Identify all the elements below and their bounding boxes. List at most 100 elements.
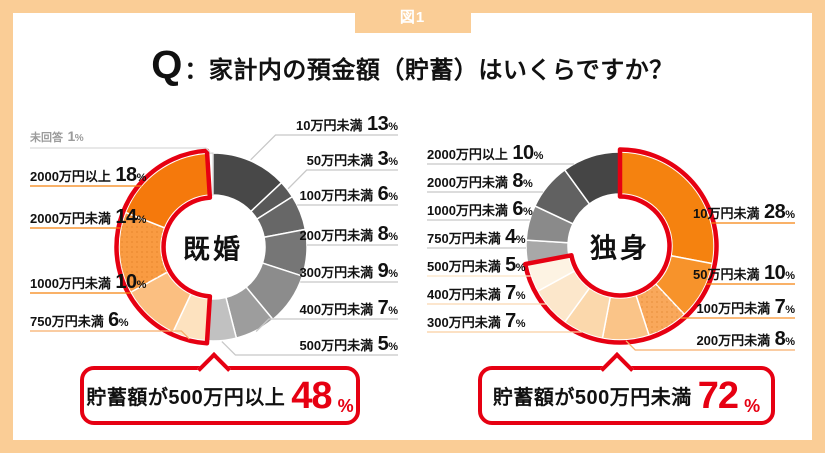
figure-tag: 図1 — [354, 0, 471, 33]
segment-percent-sign: % — [388, 121, 398, 133]
segment-percent-sign: % — [136, 279, 147, 291]
segment-label: 200万円未満 8% — [696, 329, 795, 349]
segment-label: 1000万円未満 10% — [30, 272, 146, 292]
segment-value: 3 — [377, 148, 389, 170]
segment-name: 2000万円以上 — [30, 169, 111, 184]
segment-label: 750万円未満 4% — [427, 227, 526, 247]
segment-name: 2000万円未満 — [427, 175, 508, 190]
segment-value: 14 — [115, 206, 137, 228]
segment-value: 6 — [377, 183, 389, 205]
segment-name: 2000万円以上 — [427, 147, 508, 162]
segment-value: 7 — [505, 282, 516, 304]
segment-percent-sign: % — [74, 133, 84, 144]
segment-percent-sign: % — [388, 191, 398, 203]
segment-value: 18 — [115, 164, 137, 186]
segment-value: 13 — [366, 113, 389, 135]
callout-unit: % — [744, 396, 761, 416]
segment-label: 750万円未満 6% — [30, 310, 129, 330]
segment-percent-sign: % — [515, 290, 526, 302]
highlight-outline — [114, 148, 213, 346]
segment-value: 4 — [505, 226, 516, 248]
segment-value: 10 — [763, 262, 786, 284]
segment-percent-sign: % — [785, 336, 795, 348]
segment-percent-sign: % — [785, 304, 795, 316]
segment-label: 10万円未満 13% — [296, 114, 398, 134]
segment-value: 8 — [512, 170, 523, 192]
label-leader-line — [287, 169, 398, 190]
segment-label: 300万円未満 9% — [299, 261, 398, 281]
segment-label: 400万円未満 7% — [427, 283, 526, 303]
segment-name: 50万円未満 — [306, 153, 374, 168]
label-leader-line — [30, 147, 211, 153]
segment-value: 5 — [377, 333, 389, 355]
summary-callout-single: 貯蓄額が500万円未満 72 % — [478, 352, 775, 425]
segment-percent-sign: % — [136, 172, 147, 184]
segment-label: 300万円未満 7% — [427, 311, 526, 331]
donut-center-label-single: 独身 — [590, 233, 650, 264]
segment-percent-sign: % — [388, 341, 398, 353]
page-title: Q ：家計内の預金額（貯蓄）はいくらですか？ — [0, 43, 825, 88]
segment-value: 8 — [774, 328, 786, 350]
segment-name: 200万円未満 — [696, 333, 771, 348]
callout-number: 72 — [697, 374, 739, 417]
segment-name: 1000万円未満 — [30, 276, 111, 291]
segment-value: 6 — [108, 309, 119, 331]
segment-name: 10万円未満 — [693, 206, 760, 221]
segment-label: 200万円未満 8% — [299, 224, 398, 244]
page-title-text: ：家計内の預金額（貯蓄）はいくらですか？ — [184, 56, 674, 84]
label-leader-line — [221, 341, 398, 356]
segment-name: 200万円未満 — [299, 228, 374, 243]
segment-label: 2000万円以上 18% — [30, 165, 146, 185]
segment-percent-sign: % — [515, 262, 526, 274]
segment-label: 500万円未満 5% — [427, 255, 526, 275]
segment-name: 750万円未満 — [427, 231, 501, 246]
segment-value: 8 — [377, 223, 389, 245]
segment-label: 100万円未満 6% — [299, 184, 398, 204]
segment-value: 7 — [774, 296, 786, 318]
segment-label: 1000万円未満 6% — [427, 199, 533, 219]
callout-text: 貯蓄額が500万円未満 — [492, 387, 692, 409]
summary-callout-married: 貯蓄額が500万円以上 48 % — [80, 352, 360, 425]
segment-name: 300万円未満 — [299, 265, 374, 280]
callout-text: 貯蓄額が500万円以上 — [86, 387, 286, 409]
segment-name: 400万円未満 — [427, 287, 501, 302]
segment-percent-sign: % — [388, 231, 398, 243]
segment-name: 500万円未満 — [427, 259, 501, 274]
segment-name: 300万円未満 — [427, 315, 501, 330]
segment-name: 未回答 — [30, 132, 63, 144]
callout-number: 48 — [291, 374, 332, 417]
segment-percent-sign: % — [388, 156, 398, 168]
label-leader-line — [250, 134, 398, 161]
segment-name: 100万円未満 — [299, 188, 374, 203]
segment-percent-sign: % — [515, 234, 526, 246]
segment-percent-sign: % — [533, 150, 544, 162]
callout-unit: % — [337, 396, 354, 416]
donut-segment-texture — [119, 212, 168, 293]
segment-label: 50万円未満 10% — [693, 263, 795, 283]
segment-percent-sign: % — [388, 268, 398, 280]
label-leader-line — [625, 340, 795, 351]
segment-name: 50万円未満 — [693, 267, 760, 282]
segment-name: 500万円未満 — [299, 338, 374, 353]
segment-value: 1 — [67, 128, 75, 144]
segment-name: 750万円未満 — [30, 314, 104, 329]
segment-value: 7 — [505, 310, 516, 332]
donut-segment — [619, 151, 715, 265]
segment-percent-sign: % — [523, 178, 533, 190]
donut-center-label-married: 既婚 — [183, 234, 243, 265]
segment-label: 2000万円未満 8% — [427, 171, 533, 191]
label-leader-line — [255, 318, 398, 333]
segment-percent-sign: % — [785, 270, 795, 282]
donut-segment-texture — [636, 283, 685, 336]
segment-value: 28 — [763, 201, 786, 223]
segment-value: 7 — [377, 297, 389, 319]
segment-name: 1000万円未満 — [427, 203, 508, 218]
segment-label: 未回答 1% — [30, 129, 84, 145]
segment-percent-sign: % — [785, 209, 795, 221]
question-mark-icon: Q — [151, 43, 183, 87]
segment-value: 9 — [377, 260, 389, 282]
segment-value: 5 — [505, 254, 516, 276]
segment-label: 500万円未満 5% — [299, 334, 398, 354]
